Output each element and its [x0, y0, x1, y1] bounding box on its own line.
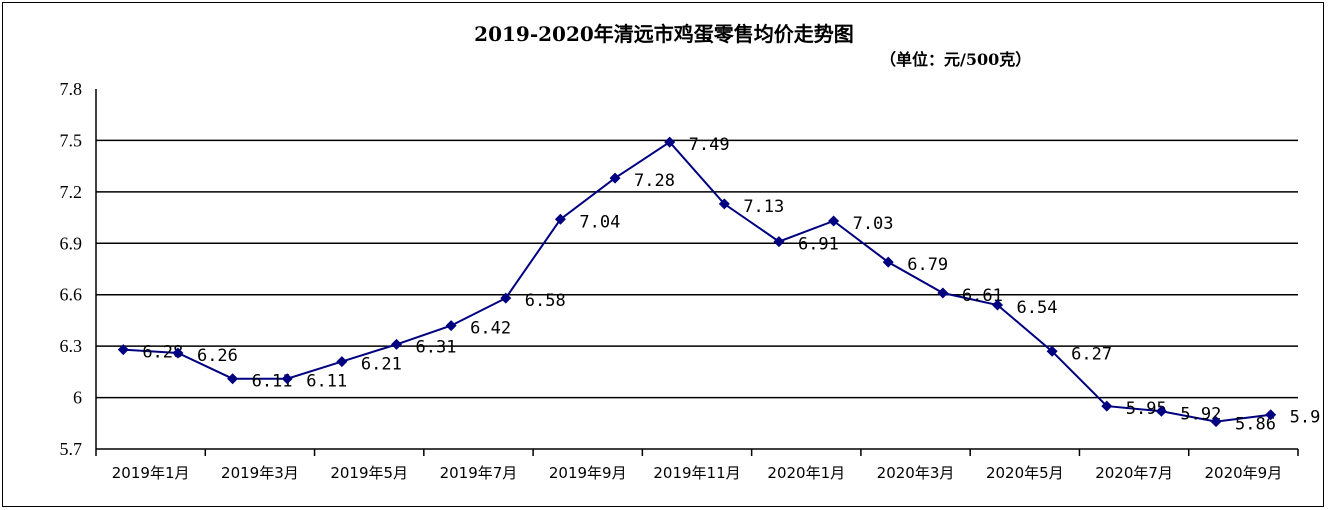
data-point [172, 347, 184, 359]
data-point [937, 287, 949, 299]
data-label: 6.11 [306, 372, 347, 392]
y-tick-label: 5.7 [60, 439, 83, 459]
data-label: 6.42 [470, 319, 511, 339]
data-label: 6.61 [962, 286, 1003, 306]
data-label: 6.31 [416, 337, 457, 357]
data-point [1265, 409, 1277, 421]
y-tick-label: 7.5 [60, 130, 83, 150]
data-label: 6.11 [252, 372, 293, 392]
x-tick-label: 2019年1月 [112, 464, 190, 482]
data-label: 6.27 [1071, 344, 1112, 364]
data-label: 6.28 [142, 343, 183, 363]
chart-unit-subtitle: （单位：元/500克） [880, 50, 1032, 69]
data-point [1155, 405, 1167, 417]
x-tick-label: 2020年1月 [767, 464, 845, 482]
data-label: 6.54 [1017, 298, 1058, 318]
x-tick-label: 2020年9月 [1205, 464, 1283, 482]
x-tick-label: 2019年9月 [549, 464, 627, 482]
x-tick-label: 2019年5月 [330, 464, 408, 482]
data-label: 7.04 [579, 212, 620, 232]
data-label: 7.49 [689, 135, 730, 155]
data-point [718, 198, 730, 210]
data-label: 7.13 [743, 197, 784, 217]
data-label: 6.21 [361, 355, 402, 375]
data-point [992, 299, 1003, 311]
data-label: 6.79 [907, 255, 948, 275]
data-point [445, 320, 457, 332]
data-point [554, 213, 566, 225]
data-point [227, 373, 239, 385]
y-tick-label: 7.8 [60, 79, 83, 99]
series-line [123, 140, 1271, 423]
y-tick-label: 7.2 [60, 182, 83, 202]
data-point [609, 172, 621, 184]
y-tick-label: 6.3 [60, 336, 83, 356]
x-tick-label: 2020年5月 [986, 464, 1064, 482]
data-point [1046, 345, 1058, 357]
data-point [500, 292, 512, 304]
data-point [117, 344, 129, 356]
data-label: 7.28 [634, 171, 675, 191]
x-tick-label: 2020年7月 [1095, 464, 1173, 482]
data-point [1210, 416, 1222, 428]
x-tick-label: 2020年3月 [877, 464, 955, 482]
data-label: 7.03 [853, 214, 894, 234]
data-label: 6.58 [525, 291, 566, 311]
data-label: 5.9 [1290, 408, 1321, 428]
data-point [773, 236, 785, 248]
x-tick-label: 2019年7月 [440, 464, 518, 482]
data-label: 6.91 [798, 235, 839, 255]
data-point [664, 136, 676, 148]
data-point [391, 338, 402, 350]
y-tick-label: 6 [73, 388, 82, 408]
data-label: 5.95 [1126, 399, 1167, 419]
chart-title: 2019-2020年清远市鸡蛋零售均价走势图 [474, 22, 854, 46]
x-tick-label: 2019年3月 [221, 464, 299, 482]
data-point [1101, 400, 1113, 412]
data-point [336, 356, 348, 368]
y-tick-label: 6.6 [60, 285, 83, 305]
data-point [281, 373, 293, 385]
data-label: 5.92 [1180, 404, 1221, 424]
data-point [828, 215, 840, 227]
data-point [882, 256, 894, 268]
data-label: 6.26 [197, 346, 238, 366]
x-tick-label: 2019年11月 [653, 464, 740, 482]
y-tick-label: 6.9 [60, 233, 83, 253]
data-label: 5.86 [1235, 415, 1276, 435]
